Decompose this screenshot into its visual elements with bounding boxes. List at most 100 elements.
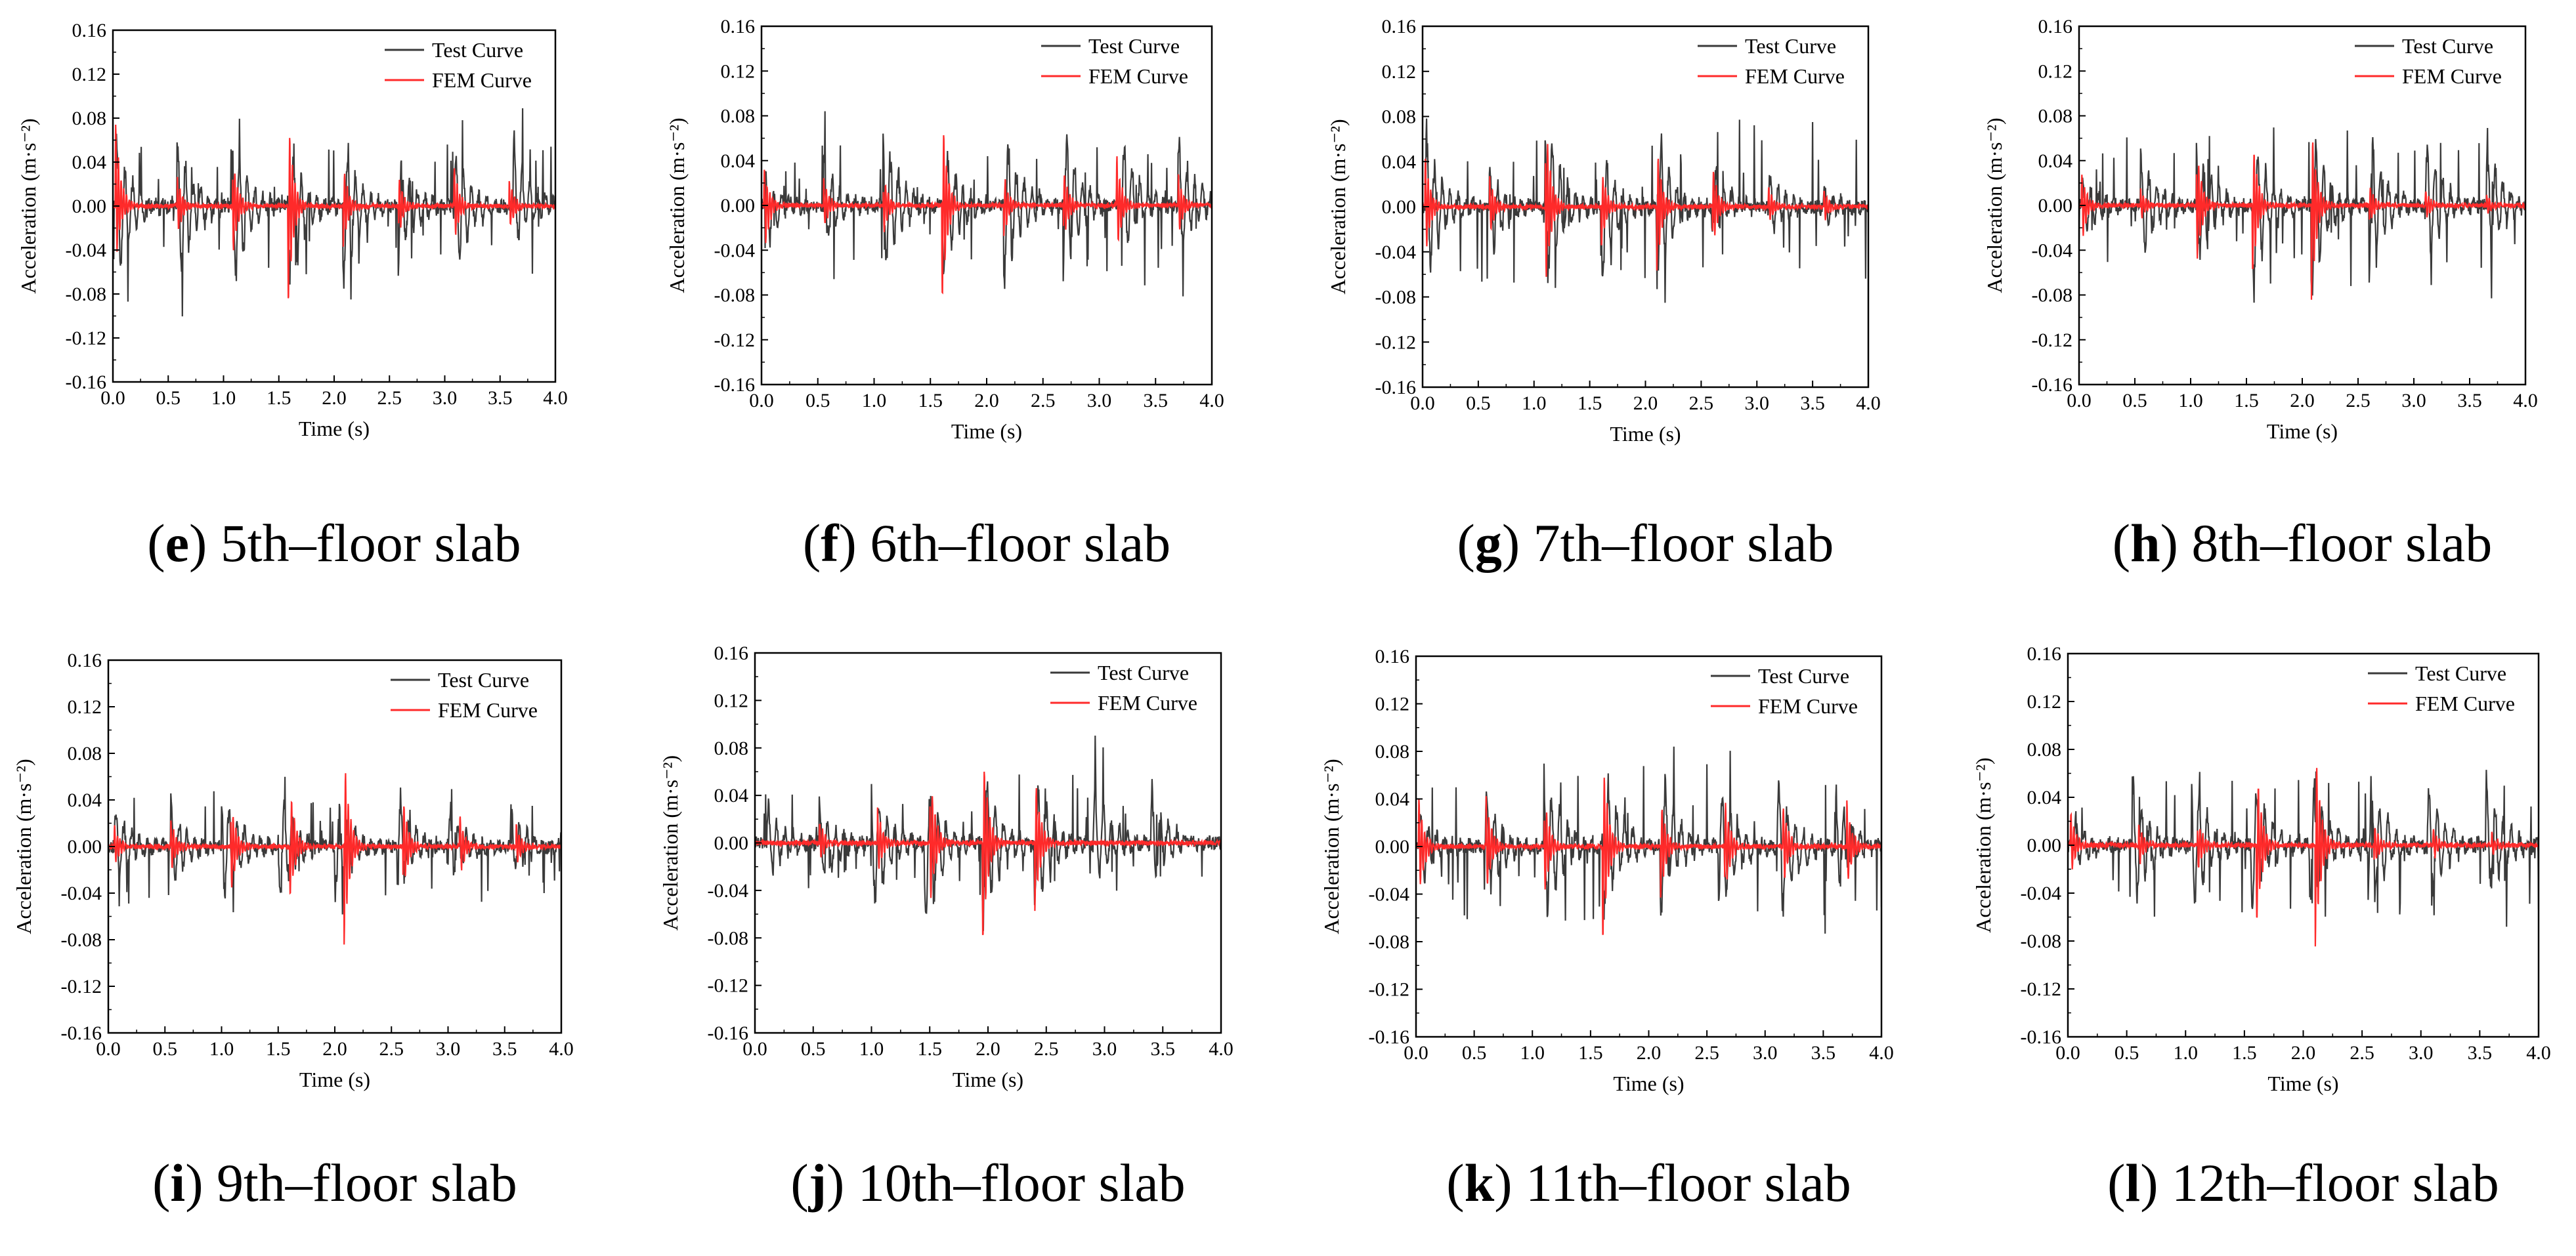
x-tick-label: 0.0 (96, 1038, 121, 1060)
x-tick-label: 3.0 (433, 387, 458, 409)
caption-paren-open: ( (1446, 1153, 1464, 1213)
x-axis-title: Time (s) (951, 419, 1022, 443)
caption-paren-close: ) (2140, 1153, 2172, 1213)
y-tick-label: -0.12 (1369, 979, 1410, 1001)
y-tick-label: -0.16 (2032, 374, 2073, 396)
y-axis-title: Acceleration (m·s⁻²) (658, 755, 682, 931)
x-tick-label: 0.5 (801, 1038, 826, 1060)
legend-label-fem: FEM Curve (438, 698, 538, 722)
legend-label-test: Test Curve (432, 38, 523, 62)
y-tick-label: -0.04 (1369, 884, 1410, 906)
x-tick-label: 0.5 (805, 390, 830, 411)
y-tick-label: -0.16 (66, 371, 107, 393)
caption-letter: i (170, 1153, 185, 1213)
y-tick-label: -0.08 (2021, 931, 2062, 952)
x-tick-label: 2.0 (974, 390, 999, 411)
y-tick-label: -0.12 (1375, 331, 1417, 353)
x-tick-label: 0.5 (156, 387, 181, 409)
caption-letter: g (1475, 513, 1502, 573)
series-line-test (108, 776, 561, 915)
legend-label-test: Test Curve (1098, 661, 1189, 684)
x-tick-label: 0.5 (2114, 1042, 2139, 1064)
y-tick-label: -0.08 (714, 285, 756, 306)
chart-panel-g: 0.0 0.5 1.0 1.5 2.0 2.5 3.0 3.5 4.0 0.16 0.12 0.08 0… (1326, 16, 1881, 573)
x-tick-label: 2.0 (322, 387, 347, 409)
x-tick-label: 0.5 (153, 1038, 178, 1060)
chart-panel-j: 0.0 0.5 1.0 1.5 2.0 2.5 3.0 3.5 4.0 0.16 0.12 0.08 0… (658, 642, 1234, 1213)
x-tick-label: 0.0 (2067, 390, 2092, 411)
panel-caption: (l) 12th–floor slab (2107, 1153, 2499, 1213)
y-tick-label: -0.12 (66, 327, 107, 349)
caption-text: 6th–floor slab (870, 513, 1170, 573)
x-tick-label: 1.0 (2178, 390, 2203, 411)
x-tick-label: 3.0 (436, 1038, 461, 1060)
y-axis-title: Acceleration (m·s⁻²) (1320, 759, 1343, 934)
legend-label-test: Test Curve (1088, 34, 1180, 58)
chart-panel-h: 0.0 0.5 1.0 1.5 2.0 2.5 3.0 3.5 4.0 0.16 0.12 0.08 0… (1983, 16, 2538, 573)
caption-paren-close: ) (185, 1153, 217, 1213)
y-tick-label: 0.16 (1382, 16, 1417, 37)
x-tick-label: 0.0 (1404, 1042, 1428, 1064)
legend-label-test: Test Curve (1745, 34, 1836, 58)
x-tick-label: 2.0 (322, 1038, 347, 1060)
y-tick-label: 0.04 (72, 152, 107, 173)
y-tick-label: 0.08 (1375, 741, 1410, 763)
y-tick-label: 0.12 (1375, 694, 1410, 715)
x-tick-label: 4.0 (1869, 1042, 1894, 1064)
y-tick-label: -0.04 (2032, 240, 2073, 261)
series-line-fem (2079, 142, 2525, 300)
y-tick-label: -0.08 (1375, 287, 1417, 308)
caption-paren-close: ) (189, 513, 221, 573)
caption-paren-open: ( (803, 513, 821, 573)
y-tick-label: 0.04 (714, 785, 749, 806)
x-tick-label: 1.5 (1578, 392, 1602, 414)
y-tick-label: 0.12 (72, 64, 107, 85)
legend-label-fem: FEM Curve (1098, 691, 1197, 715)
caption-text: 10th–floor slab (858, 1153, 1186, 1213)
x-tick-label: 3.5 (1151, 1038, 1176, 1060)
x-tick-label: 2.0 (1637, 1042, 1662, 1064)
x-tick-label: 2.0 (2291, 1042, 2316, 1064)
x-tick-label: 2.5 (1689, 392, 1714, 414)
series-line-fem (1423, 144, 1868, 277)
panel-caption: (e) 5th–floor slab (147, 513, 521, 573)
y-tick-label: -0.04 (1375, 241, 1417, 263)
panel-caption: (h) 8th–floor slab (2113, 513, 2493, 573)
y-tick-label: 0.00 (2038, 195, 2073, 217)
x-tick-label: 3.5 (1811, 1042, 1836, 1064)
caption-paren-open: ( (2113, 513, 2130, 573)
y-tick-label: -0.12 (708, 975, 749, 997)
y-tick-label: 0.00 (1375, 836, 1410, 858)
series-line-test (2079, 127, 2525, 303)
y-tick-label: 0.16 (72, 20, 107, 41)
y-tick-label: 0.00 (68, 836, 102, 858)
x-tick-label: 0.0 (2055, 1042, 2080, 1064)
y-tick-label: -0.16 (714, 374, 756, 396)
x-axis-title: Time (s) (2267, 419, 2338, 443)
x-axis-title: Time (s) (1613, 1072, 1684, 1095)
x-tick-label: 2.5 (379, 1038, 404, 1060)
x-tick-label: 0.0 (100, 387, 125, 409)
y-tick-label: 0.16 (2038, 16, 2073, 37)
caption-paren-close: ) (1494, 1153, 1526, 1213)
x-tick-label: 1.0 (211, 387, 236, 409)
y-axis-title: Acceleration (m·s⁻²) (1971, 757, 1995, 932)
series-group (755, 735, 1221, 936)
x-tick-label: 0.0 (1410, 392, 1435, 414)
caption-letter: k (1465, 1153, 1495, 1213)
caption-paren-close: ) (839, 513, 870, 573)
x-tick-label: 1.5 (1578, 1042, 1603, 1064)
series-group (762, 111, 1212, 297)
y-tick-label: 0.12 (721, 60, 756, 82)
series-group (1416, 746, 1881, 935)
caption-text: 9th–floor slab (217, 1153, 517, 1213)
x-tick-label: 2.5 (2350, 1042, 2374, 1064)
x-tick-label: 4.0 (1209, 1038, 1234, 1060)
x-tick-label: 1.0 (859, 1038, 884, 1060)
x-tick-label: 4.0 (1199, 390, 1224, 411)
x-tick-label: 2.0 (1633, 392, 1658, 414)
caption-paren-open: ( (147, 513, 165, 573)
panel-caption: (j) 10th–floor slab (790, 1153, 1185, 1213)
x-tick-label: 2.5 (2346, 390, 2371, 411)
